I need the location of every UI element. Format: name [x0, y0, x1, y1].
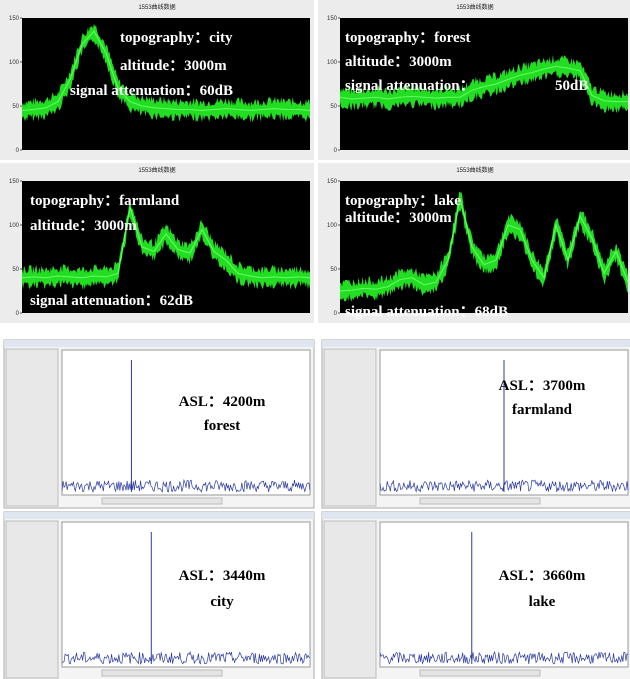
terrain-label: city	[210, 594, 234, 610]
title-bar	[322, 340, 630, 347]
y-tick-label: 50	[12, 267, 19, 273]
terrain-label: lake	[529, 594, 556, 610]
y-tick-label: 150	[327, 179, 338, 185]
y-tick-label: 150	[9, 16, 20, 22]
panel-title: 1553曲线数据	[138, 166, 175, 174]
annotation: signal attenuation：	[345, 78, 475, 94]
panel-title: 1553曲线数据	[138, 3, 175, 11]
title-bar	[4, 512, 314, 519]
status-bar	[420, 498, 540, 504]
asl-label: ASL：3660m	[499, 568, 586, 584]
sidebar	[324, 521, 376, 678]
annotation: signal attenuation：68dB	[345, 304, 508, 320]
plot-area	[380, 522, 628, 667]
asl-label: ASL：3700m	[499, 378, 586, 394]
y-tick-label: 100	[9, 60, 20, 66]
annotation: altitude：3000m	[345, 54, 452, 70]
status-bar	[102, 670, 222, 676]
annotation: altitude：3000m	[345, 210, 452, 226]
plot-area	[62, 350, 310, 495]
y-tick-label: 50	[330, 267, 337, 273]
sidebar	[324, 349, 376, 506]
terrain-label: farmland	[512, 402, 573, 418]
annotation: topography：lake	[345, 193, 461, 209]
terrain-label: forest	[204, 418, 240, 434]
annotation: altitude：3000m	[30, 218, 137, 234]
asl-label: ASL：3440m	[179, 568, 266, 584]
annotation: 50dB	[555, 78, 588, 94]
annotation: topography：forest	[345, 30, 471, 46]
y-tick-label: 100	[327, 223, 338, 229]
status-bar	[102, 498, 222, 504]
annotation: topography：city	[120, 30, 233, 46]
y-tick-label: 100	[327, 60, 338, 66]
sidebar	[6, 349, 58, 506]
y-tick-label: 50	[330, 104, 337, 110]
annotation: signal attenuation：60dB	[70, 83, 233, 99]
y-tick-label: 100	[9, 223, 20, 229]
y-tick-label: 150	[9, 179, 20, 185]
annotation: signal attenuation：62dB	[30, 293, 193, 309]
asl-label: ASL：4200m	[179, 394, 266, 410]
panel-title: 1553曲线数据	[456, 3, 493, 11]
figure: 1553曲线数据150100500topography：cityaltitude…	[0, 0, 630, 679]
panel-title: 1553曲线数据	[456, 166, 493, 174]
y-tick-label: 50	[12, 104, 19, 110]
annotation: altitude：3000m	[120, 58, 227, 74]
status-bar	[420, 670, 540, 676]
plot-area	[62, 522, 310, 667]
title-bar	[4, 340, 314, 347]
title-bar	[322, 512, 630, 519]
annotation: topography：farmland	[30, 193, 180, 209]
sidebar	[6, 521, 58, 678]
y-tick-label: 150	[327, 16, 338, 22]
